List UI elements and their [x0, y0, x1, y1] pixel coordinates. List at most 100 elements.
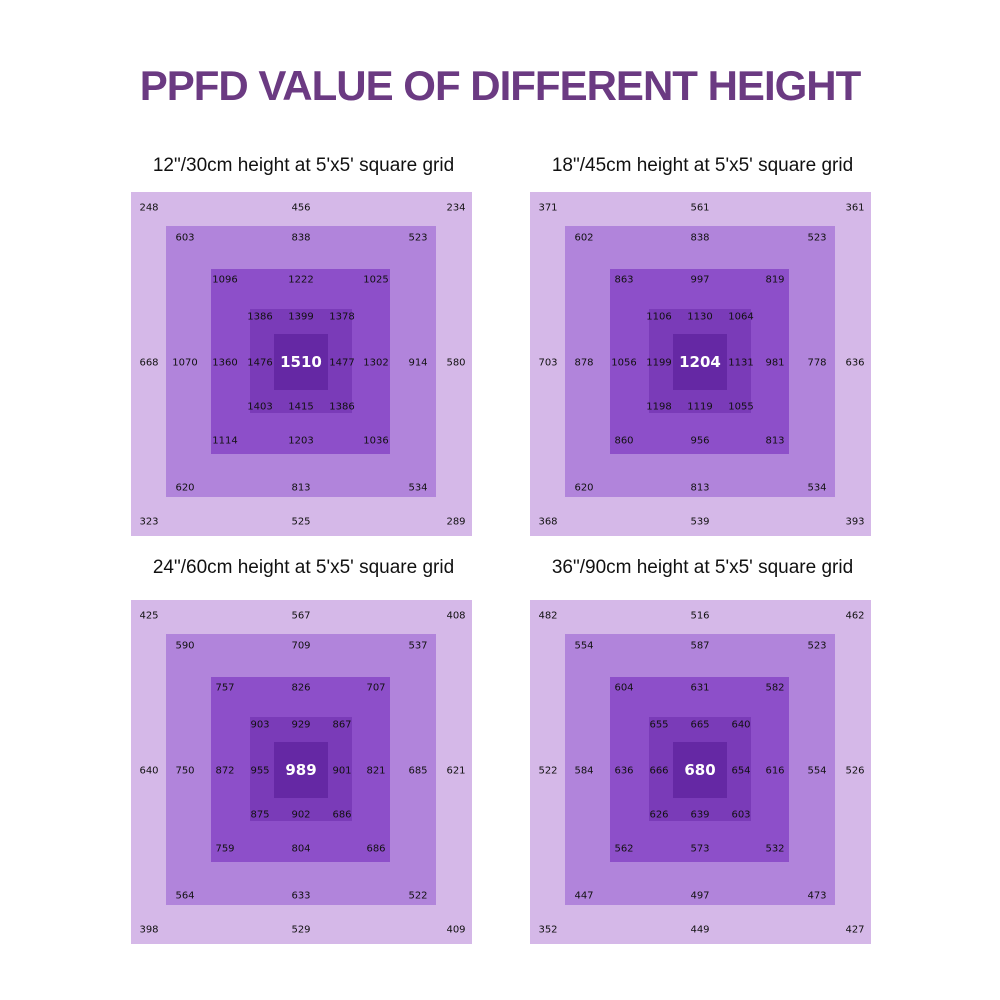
ppfd-value: 497: [690, 890, 710, 902]
ppfd-value: 1119: [687, 401, 713, 413]
ppfd-value: 863: [614, 274, 634, 286]
ppfd-value: 1399: [288, 311, 314, 323]
ppfd-value: 709: [291, 640, 311, 652]
ppfd-value: 580: [446, 357, 466, 369]
ppfd-value: 561: [690, 202, 710, 214]
ppfd-value: 529: [291, 924, 311, 936]
ppfd-value: 604: [614, 682, 634, 694]
ppfd-value: 587: [690, 640, 710, 652]
ppfd-value: 804: [291, 843, 311, 855]
ppfd-value: 668: [139, 357, 159, 369]
ppfd-value: 582: [765, 682, 785, 694]
ppfd-value: 901: [332, 765, 352, 777]
ppfd-value: 1222: [288, 274, 314, 286]
panel-title: 36"/90cm height at 5'x5' square grid: [551, 557, 854, 578]
center-value: 989: [285, 761, 317, 779]
ppfd-value: 636: [614, 765, 634, 777]
ppfd-value: 473: [807, 890, 827, 902]
ppfd-value: 522: [538, 765, 558, 777]
ppfd-value: 534: [408, 482, 428, 494]
ppfd-value: 554: [807, 765, 827, 777]
ppfd-value: 554: [574, 640, 594, 652]
ppfd-value: 778: [807, 357, 827, 369]
ppfd-value: 1403: [247, 401, 273, 413]
ppfd-value: 860: [614, 435, 634, 447]
ppfd-value: 686: [366, 843, 386, 855]
ppfd-value: 1036: [363, 435, 389, 447]
ppfd-value: 427: [845, 924, 865, 936]
ppfd-value: 1070: [172, 357, 198, 369]
ppfd-value: 631: [690, 682, 710, 694]
ring-5: [673, 334, 727, 390]
ppfd-value: 398: [139, 924, 159, 936]
ppfd-value: 626: [649, 809, 669, 821]
ppfd-value: 425: [139, 610, 159, 622]
ppfd-value: 449: [690, 924, 710, 936]
ppfd-value: 639: [690, 809, 710, 821]
ppfd-value: 523: [807, 640, 827, 652]
ppfd-value: 361: [845, 202, 865, 214]
ppfd-value: 1360: [212, 357, 238, 369]
ppfd-value: 590: [175, 640, 195, 652]
center-value: 680: [684, 761, 716, 779]
ppfd-value: 826: [291, 682, 311, 694]
panel-title: 12"/30cm height at 5'x5' square grid: [152, 155, 455, 176]
ppfd-value: 878: [574, 357, 594, 369]
ppfd-value: 640: [731, 719, 751, 731]
ppfd-grid: 482 516 462 522 526 352 449 427 554 587 523 584 554 4…: [530, 600, 871, 944]
ppfd-value: 616: [765, 765, 785, 777]
ppfd-value: 1130: [687, 311, 713, 323]
ppfd-value: 1386: [247, 311, 273, 323]
ppfd-value: 875: [250, 809, 270, 821]
ppfd-value: 522: [408, 890, 428, 902]
ppfd-value: 640: [139, 765, 159, 777]
ppfd-value: 703: [538, 357, 558, 369]
ppfd-value: 821: [366, 765, 386, 777]
ppfd-value: 914: [408, 357, 428, 369]
ppfd-grid: 371 561 361 703 636 368 539 393 602 838 523 878 778 6…: [530, 192, 871, 536]
ppfd-value: 838: [690, 232, 710, 244]
ppfd-value: 902: [291, 809, 311, 821]
center-value: 1204: [679, 353, 721, 371]
ppfd-value: 1415: [288, 401, 314, 413]
ppfd-value: 371: [538, 202, 558, 214]
center-value: 1510: [280, 353, 322, 371]
ppfd-value: 750: [175, 765, 195, 777]
ppfd-value: 1055: [728, 401, 754, 413]
ppfd-value: 1302: [363, 357, 389, 369]
ppfd-value: 525: [291, 516, 311, 528]
ppfd-value: 1114: [212, 435, 238, 447]
ppfd-value: 537: [408, 640, 428, 652]
ring-5: [274, 742, 328, 798]
ppfd-value: 654: [731, 765, 751, 777]
ppfd-value: 573: [690, 843, 710, 855]
ppfd-value: 707: [366, 682, 386, 694]
ppfd-value: 757: [215, 682, 235, 694]
ppfd-value: 523: [408, 232, 428, 244]
ppfd-value: 393: [845, 516, 865, 528]
ppfd-value: 532: [765, 843, 785, 855]
ppfd-value: 1106: [646, 311, 672, 323]
ppfd-value: 1056: [611, 357, 637, 369]
ppfd-value: 352: [538, 924, 558, 936]
ppfd-value: 482: [538, 610, 558, 622]
ppfd-value: 813: [765, 435, 785, 447]
ppfd-value: 1064: [728, 311, 754, 323]
ppfd-value: 516: [690, 610, 710, 622]
ppfd-value: 655: [649, 719, 669, 731]
ppfd-value: 666: [649, 765, 669, 777]
ppfd-value: 462: [845, 610, 865, 622]
ppfd-value: 1378: [329, 311, 355, 323]
ppfd-value: 872: [215, 765, 235, 777]
ppfd-value: 456: [291, 202, 311, 214]
ppfd-value: 564: [175, 890, 195, 902]
ppfd-value: 1096: [212, 274, 238, 286]
ppfd-value: 526: [845, 765, 865, 777]
ppfd-value: 819: [765, 274, 785, 286]
ppfd-value: 981: [765, 357, 785, 369]
ppfd-value: 539: [690, 516, 710, 528]
ppfd-value: 956: [690, 435, 710, 447]
ppfd-value: 867: [332, 719, 352, 731]
ppfd-value: 409: [446, 924, 466, 936]
ppfd-value: 447: [574, 890, 594, 902]
